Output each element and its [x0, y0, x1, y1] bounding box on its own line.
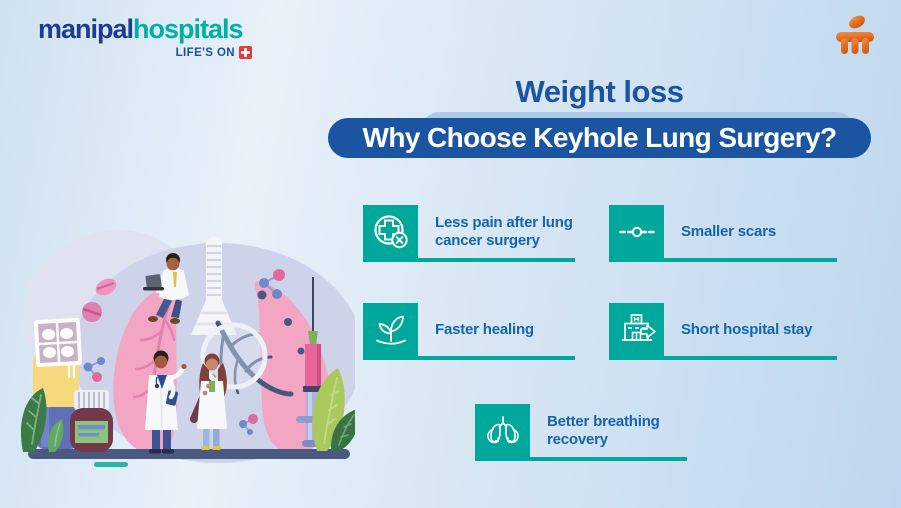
benefit-underline	[363, 356, 575, 360]
benefit-icon-box	[363, 205, 418, 258]
benefit-label: Smaller scars	[681, 222, 776, 240]
incision-line-icon	[618, 226, 655, 237]
doctor-standing-female	[197, 353, 227, 450]
brand-name-primary: manipal	[38, 14, 134, 44]
no-pain-medical-cross-icon	[373, 214, 408, 248]
molecule-cluster	[83, 357, 105, 382]
brand-wordmark: manipalhospitals	[38, 14, 252, 45]
benefit-underline	[363, 258, 575, 262]
benefit-underline	[475, 457, 687, 461]
benefit-label: Faster healing	[435, 320, 534, 338]
pills	[82, 278, 117, 322]
benefit-icon-box	[609, 205, 664, 258]
pill-blister	[33, 317, 83, 368]
medicine-jar	[70, 390, 113, 452]
benefit-icon-box	[609, 303, 664, 356]
lung-spot	[297, 347, 305, 355]
banner-heading: Why Choose Keyhole Lung Surgery?	[328, 118, 871, 158]
lung-examination-illustration	[20, 229, 355, 467]
benefit-icon-box	[475, 404, 530, 457]
ground-bar	[28, 449, 350, 459]
benefit-underline	[609, 258, 837, 262]
brand-tagline: LIFE'S ON	[175, 46, 235, 59]
plant-leaves	[20, 388, 64, 452]
page-title: Weight loss	[515, 74, 684, 109]
manipal-figure-icon	[836, 15, 874, 54]
benefit-label: Short hospital stay	[681, 320, 813, 338]
doctor-sitting-laptop	[143, 253, 189, 324]
teal-accent-dash	[94, 462, 128, 467]
lungs-recovery-icon	[486, 415, 519, 443]
red-cross-icon	[239, 46, 252, 59]
brand-name-secondary: hospitals	[133, 14, 244, 44]
benefit-label: Less pain after lung cancer surgery	[435, 213, 573, 249]
doctor-standing-male	[145, 350, 187, 454]
hospital-discharge-icon	[621, 313, 656, 341]
benefit-icon-box	[363, 303, 418, 356]
sprout-icon	[375, 315, 406, 345]
lung-spot	[284, 318, 292, 326]
benefit-underline	[609, 356, 837, 360]
molecule-cluster	[259, 269, 285, 299]
lung-spot	[257, 290, 267, 300]
benefit-label: Better breathing recovery	[547, 412, 660, 448]
molecule-cluster	[239, 414, 258, 435]
brand-logo: manipalhospitals LIFE'S ON	[38, 14, 252, 59]
plant-leaves	[312, 368, 355, 451]
